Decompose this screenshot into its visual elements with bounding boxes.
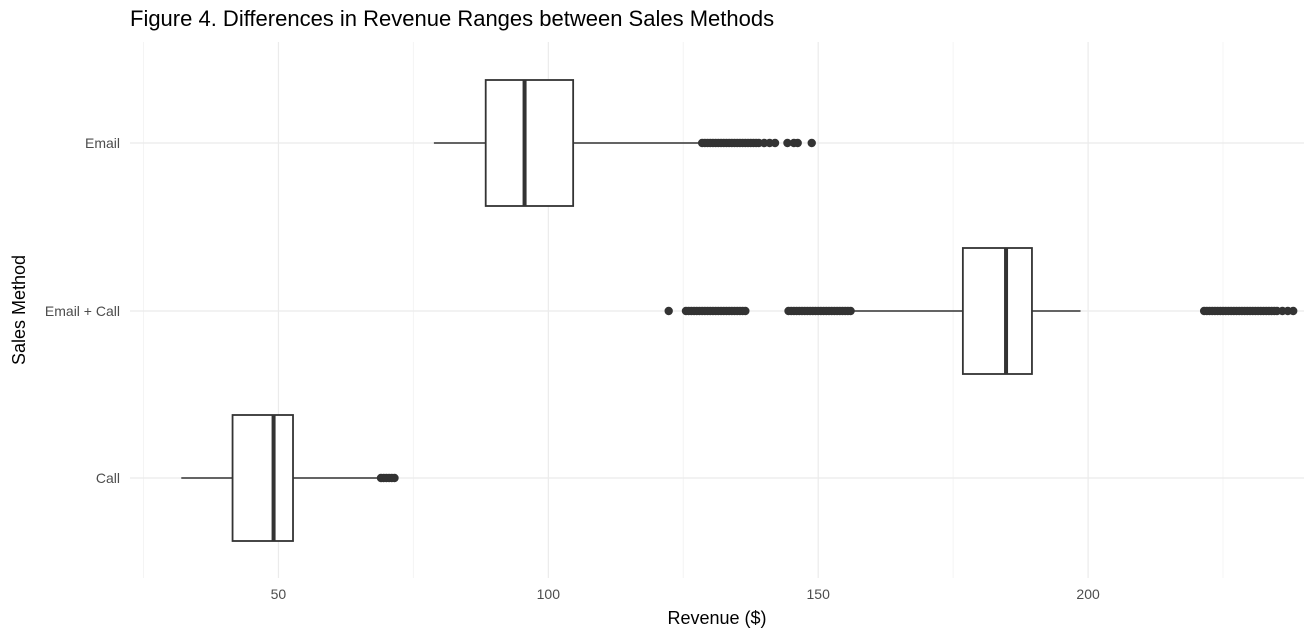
outlier-point: [783, 138, 792, 148]
box-iqr: [231, 414, 294, 542]
x-tick-label: 200: [1076, 586, 1100, 602]
x-tick-label: 50: [271, 586, 287, 602]
x-axis-title: Revenue ($): [667, 608, 766, 628]
box-email: [433, 79, 816, 207]
x-axis-ticks: 50 100 150 200: [271, 586, 1100, 602]
outlier-point: [664, 306, 673, 316]
chart-title: Figure 4. Differences in Revenue Ranges …: [130, 6, 775, 31]
y-tick-label: Email: [85, 135, 120, 151]
outlier-point: [1289, 306, 1298, 316]
outlier-point: [770, 138, 780, 148]
x-tick-label: 150: [807, 586, 831, 602]
outlier-point: [390, 473, 399, 483]
box-call: [181, 414, 399, 542]
box-email-call: [664, 247, 1298, 375]
box-series: [181, 79, 1298, 542]
x-tick-label: 100: [537, 586, 561, 602]
y-tick-label: Email + Call: [45, 303, 120, 319]
box-iqr: [961, 247, 1033, 375]
y-axis-title: Sales Method: [9, 255, 29, 365]
box-iqr: [484, 79, 575, 207]
outlier-point: [741, 306, 750, 316]
y-axis-ticks: Email Email + Call Call: [45, 135, 120, 486]
outlier-point: [807, 138, 816, 148]
y-tick-label: Call: [96, 470, 120, 486]
outlier-point: [846, 306, 855, 316]
outlier-point: [793, 138, 802, 148]
